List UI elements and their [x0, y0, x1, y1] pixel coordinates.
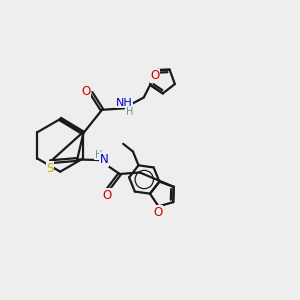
Text: O: O [153, 206, 163, 219]
Text: H: H [126, 107, 133, 117]
Text: NH: NH [116, 98, 133, 108]
Text: O: O [81, 85, 90, 98]
Text: O: O [150, 69, 160, 82]
Text: N: N [100, 153, 108, 166]
Text: O: O [103, 189, 112, 202]
Text: H: H [95, 149, 102, 160]
Text: S: S [46, 162, 54, 175]
